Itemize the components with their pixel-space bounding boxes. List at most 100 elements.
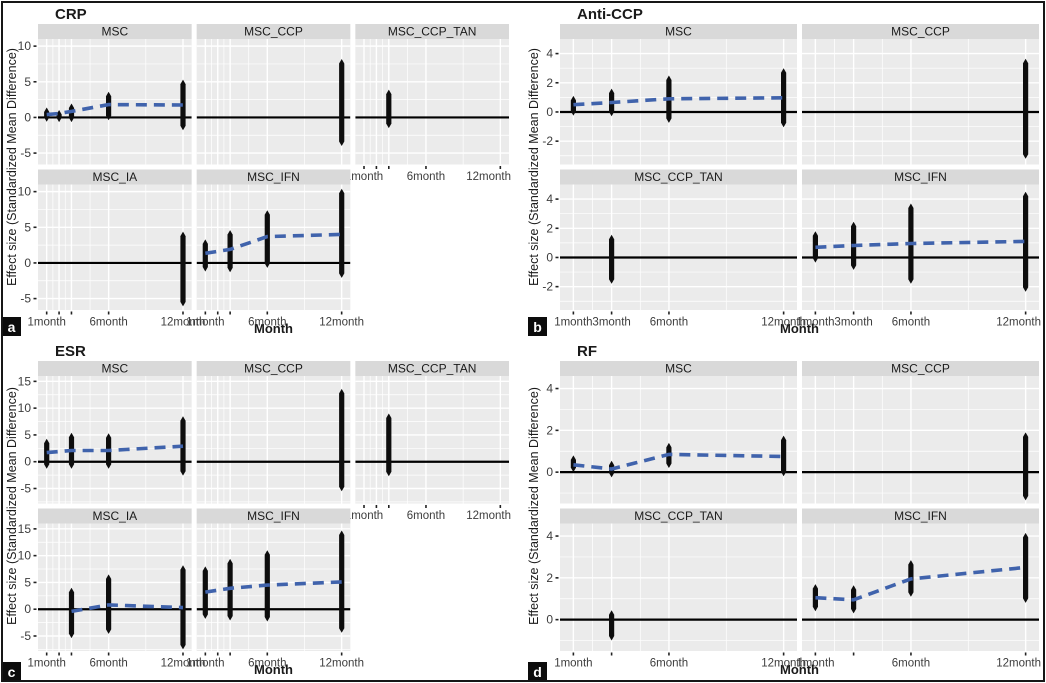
y-tick-label: 2 <box>546 221 553 235</box>
y-tick-label: -2 <box>542 280 553 294</box>
facet-title: MSC_IA <box>92 509 137 523</box>
facet-strip <box>38 508 192 524</box>
facet-plot-area <box>355 376 509 504</box>
y-tick-label: -5 <box>20 292 31 306</box>
facet-strip <box>196 508 351 524</box>
facet-plot-area <box>38 523 192 651</box>
ci-bar <box>44 438 50 469</box>
facet-strip <box>560 361 797 376</box>
facet-content <box>196 376 351 504</box>
y-tick-label: 5 <box>24 575 31 589</box>
trend-line <box>205 580 342 594</box>
ci-bar <box>570 95 576 116</box>
x-tick-label: 12month <box>319 658 364 670</box>
y-tick-label: 4 <box>546 382 553 396</box>
facet-strip <box>560 508 797 524</box>
facet-plot-area <box>560 523 797 651</box>
ci-bar <box>44 107 50 122</box>
ci-bar <box>339 530 345 633</box>
facet-plot-area <box>355 39 509 165</box>
x-axis-label: Month <box>780 321 819 336</box>
facet-strip <box>802 169 1039 185</box>
facet-strip <box>196 169 351 185</box>
y-tick-label: 0 <box>546 613 553 627</box>
y-tick-label: 15 <box>18 374 32 388</box>
x-tick-label: 1month <box>345 171 383 183</box>
facet-strip <box>560 24 797 39</box>
y-tick-label: 4 <box>546 192 553 206</box>
x-tick-label: 12month <box>161 317 206 329</box>
facet-strip <box>355 361 509 376</box>
panel-rf-chart: RF Effect size (Standardized Mean Differe… <box>527 343 1041 677</box>
facet-plot-area <box>196 376 351 504</box>
facet-plot-area <box>802 39 1039 165</box>
trend-line <box>71 603 184 614</box>
facet-title: MSC_CCP <box>891 362 950 376</box>
trend-line <box>205 232 342 256</box>
ci-bar <box>609 234 615 284</box>
ci-bar <box>180 231 186 307</box>
x-tick-label: 6month <box>407 171 445 183</box>
x-tick-label: 1month <box>554 317 592 329</box>
x-tick-label: 6month <box>892 317 930 329</box>
x-tick-label: 6month <box>407 510 445 522</box>
x-tick-label: 12month <box>466 171 511 183</box>
y-axis-label: Effect size (Standardized Mean Differenc… <box>527 48 541 286</box>
facet-strip <box>38 169 192 185</box>
trend-line <box>815 565 1026 602</box>
x-tick-label: 12month <box>161 658 206 670</box>
y-tick-label: 10 <box>18 185 32 199</box>
facet-content <box>802 376 1039 504</box>
x-tick-label: 3month <box>834 317 872 329</box>
y-tick-label: 10 <box>18 401 32 415</box>
ci-bar <box>1023 58 1029 159</box>
y-tick-label: 5 <box>24 75 31 89</box>
facet-strip <box>802 361 1039 376</box>
y-tick-label: 5 <box>24 220 31 234</box>
facet-plot-area <box>196 523 351 651</box>
facet-title: MSC_CCP <box>891 25 950 39</box>
facet-title: MSC_CCP <box>244 362 303 376</box>
panel-letter-badge-c: c <box>2 662 21 681</box>
y-tick-label: 0 <box>546 465 553 479</box>
facet-title: MSC_IA <box>92 170 137 184</box>
facet-title: MSC_CCP_TAN <box>388 25 476 39</box>
ci-bar <box>68 587 75 639</box>
ci-bar <box>1023 191 1029 292</box>
x-tick-label: 1month <box>186 317 224 329</box>
x-tick-label: 12month <box>761 658 806 670</box>
ci-bar <box>1023 432 1029 501</box>
trend-line <box>573 96 784 107</box>
x-tick-label: 12month <box>996 317 1041 329</box>
x-tick-label: 1month <box>345 510 383 522</box>
ci-bar <box>1023 532 1029 603</box>
facet-plot-area <box>802 523 1039 651</box>
facet-title: MSC_IFN <box>247 170 300 184</box>
ci-bar <box>339 59 345 146</box>
facet-content <box>560 523 797 651</box>
facet-strip <box>38 361 192 376</box>
trend-line <box>815 239 1026 250</box>
facet-content <box>196 523 351 651</box>
y-tick-label: -5 <box>20 482 31 496</box>
ci-bar <box>570 455 576 473</box>
facet-title: MSC_CCP <box>244 25 303 39</box>
ci-bar <box>264 210 270 268</box>
facet-strip <box>802 508 1039 524</box>
facet-content <box>560 184 797 310</box>
facet-content <box>38 523 192 651</box>
facet-content <box>802 39 1039 165</box>
facet-content <box>560 376 797 504</box>
facet-plot-area <box>560 184 797 310</box>
facet-title: MSC_CCP_TAN <box>388 362 476 376</box>
facet-content <box>560 39 797 165</box>
facet-strip <box>355 24 509 39</box>
x-tick-label: 3month <box>592 317 630 329</box>
x-tick-label: 6month <box>650 658 688 670</box>
facet-title: MSC_CCP_TAN <box>634 170 722 184</box>
facet-plot-area <box>196 184 351 310</box>
trend-line <box>46 102 184 117</box>
facet-content <box>38 376 192 504</box>
x-tick-label: 1month <box>796 658 834 670</box>
panel-letter-badge-b: b <box>528 317 547 336</box>
